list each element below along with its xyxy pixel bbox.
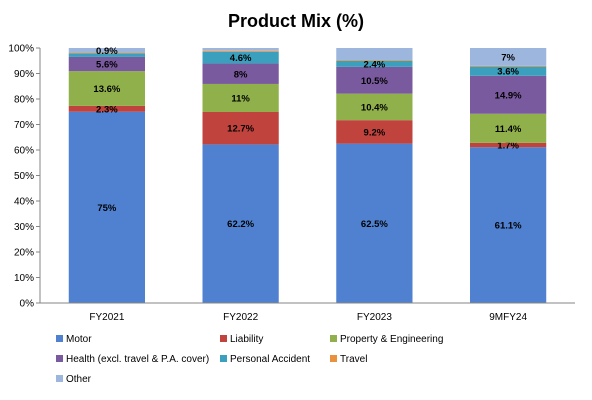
legend-swatch (56, 335, 63, 342)
data-label: 9.2% (364, 127, 386, 138)
legend-item: Personal Accident (220, 354, 310, 365)
bar-stack-9mfy24: 61.1% 1.7% 11.4% 14.9% 3.6% 7% (470, 48, 547, 303)
y-tick-label: 90% (14, 69, 34, 80)
data-label: 10.4% (361, 102, 388, 113)
data-label: 12.7% (227, 124, 254, 135)
legend-label: Health (excl. travel & P.A. cover) (66, 354, 209, 365)
bar-segment-travel (202, 50, 279, 52)
bar-segment-liability (202, 112, 279, 145)
bar-segment-motor (202, 144, 279, 303)
y-tick-label: 70% (14, 120, 34, 131)
legend-swatch (220, 335, 227, 342)
bar-segment-personal-accident (336, 60, 413, 67)
bar-segment-other (336, 48, 413, 60)
data-label: 7% (501, 52, 515, 63)
legend-label: Other (66, 374, 92, 385)
bar-segment-motor (68, 111, 145, 303)
data-label: 0.9% (96, 46, 118, 57)
bar-segment-liability (68, 105, 145, 112)
data-label: 2.3% (96, 104, 118, 115)
legend: Motor Liability Property & Engineering Heal… (56, 334, 443, 385)
data-label: 13.6% (93, 84, 120, 95)
data-label: 3.6% (497, 67, 519, 78)
bar-segment-health-excl-travel-p-a-cover (202, 63, 279, 84)
bar-segment-health-excl-travel-p-a-cover (470, 75, 547, 114)
x-axis: FY2021 FY2022 FY2023 9MFY24 (40, 302, 575, 323)
data-label: 8% (234, 69, 248, 80)
legend-label: Personal Accident (230, 354, 310, 365)
bar-segment-other (470, 48, 547, 66)
bar-segment-travel (470, 65, 547, 67)
data-label: 75% (97, 203, 117, 214)
x-tick-label: FY2023 (357, 312, 392, 323)
y-axis: 0% 10% 20% 30% 40% 50% 60% 70% 80% 90% 100% (8, 44, 41, 310)
bar-segment-motor (336, 143, 413, 303)
bar-segment-property-engineering (336, 93, 413, 121)
bar-segment-liability (336, 120, 413, 144)
bar-segment-other (202, 48, 279, 51)
bar-segment-health-excl-travel-p-a-cover (336, 66, 413, 94)
bar-segment-health-excl-travel-p-a-cover (68, 56, 145, 72)
bars: 75%2.3%13.6%5.6%0.9%62.2%12.7%11%8%4.6%6… (68, 46, 547, 303)
y-tick-label: 20% (14, 248, 34, 259)
y-tick-label: 10% (14, 273, 34, 284)
legend-label: Motor (66, 334, 92, 345)
bar-segment-motor (470, 147, 547, 303)
data-label: 61.1% (495, 221, 522, 232)
bar-segment-personal-accident (202, 51, 279, 64)
y-tick-label: 50% (14, 171, 34, 182)
y-tick-label: 40% (14, 197, 34, 208)
data-label: 62.5% (361, 219, 388, 230)
legend-item: Liability (220, 334, 263, 345)
data-label: 5.6% (96, 60, 118, 71)
chart-title: Product Mix (%) (228, 11, 364, 31)
legend-swatch (330, 335, 337, 342)
bar-segment-property-engineering (470, 113, 547, 143)
legend-item: Health (excl. travel & P.A. cover) (56, 354, 209, 365)
legend-swatch (56, 375, 63, 382)
legend-item: Travel (330, 354, 367, 365)
y-tick-label: 80% (14, 95, 34, 106)
legend-item: Property & Engineering (330, 334, 443, 345)
x-tick-label: FY2022 (223, 312, 258, 323)
bar-stack-fy2021: 75% 2.3% 13.6% 5.6% 0.9% (68, 46, 145, 303)
bar-segment-liability (470, 142, 547, 148)
bar-segment-property-engineering (68, 71, 145, 106)
y-tick-label: 0% (20, 299, 35, 310)
data-label: 10.5% (361, 76, 388, 87)
legend-label: Liability (230, 334, 263, 345)
bar-segment-travel (68, 52, 145, 54)
bar-segment-travel (336, 59, 413, 61)
y-tick-label: 100% (8, 44, 34, 55)
data-label: 11% (231, 93, 250, 104)
data-label: 11.4% (495, 124, 522, 135)
x-tick-label: 9MFY24 (489, 312, 527, 323)
legend-swatch (220, 355, 227, 362)
bar-stack-fy2022: 62.2% 12.7% 11% 8% 4.6% (202, 48, 279, 303)
legend-swatch (56, 355, 63, 362)
data-label: 62.2% (227, 219, 254, 230)
bar-segment-other (68, 48, 145, 53)
data-label: 14.9% (495, 90, 522, 101)
x-tick-label: FY2021 (89, 312, 124, 323)
bar-segment-property-engineering (202, 83, 279, 113)
y-tick-label: 60% (14, 146, 34, 157)
data-label: 4.6% (230, 53, 252, 64)
legend-item: Motor (56, 334, 92, 345)
data-label: 1.7% (497, 141, 519, 152)
bar-segment-personal-accident (470, 66, 547, 76)
legend-swatch (330, 355, 337, 362)
bar-segment-personal-accident (68, 53, 145, 57)
legend-item: Other (56, 374, 92, 385)
bar-stack-fy2023: 62.5% 9.2% 10.4% 10.5% 2.4% (336, 48, 413, 303)
y-tick-label: 30% (14, 222, 34, 233)
legend-label: Property & Engineering (340, 334, 443, 345)
data-label: 2.4% (364, 59, 386, 70)
legend-label: Travel (340, 354, 367, 365)
